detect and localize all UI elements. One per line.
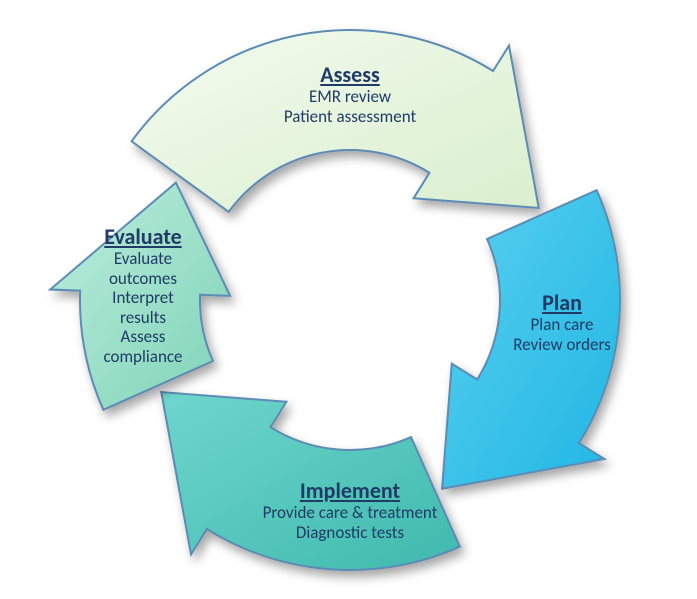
label-evaluate-line: compliance <box>23 347 263 367</box>
label-evaluate-line: results <box>23 308 263 328</box>
label-evaluate: EvaluateEvaluateoutcomesInterpretresults… <box>23 224 263 367</box>
label-plan-line: Plan care <box>442 315 682 335</box>
cycle-diagram: AssessEMR reviewPatient assessmentPlanPl… <box>0 0 697 599</box>
label-plan-line: Review orders <box>442 335 682 355</box>
label-implement-title: Implement <box>230 478 470 503</box>
label-plan-title: Plan <box>442 290 682 315</box>
label-evaluate-line: Interpret <box>23 288 263 308</box>
label-implement-line: Provide care & treatment <box>230 503 470 523</box>
label-evaluate-line: Assess <box>23 327 263 347</box>
label-evaluate-title: Evaluate <box>23 224 263 249</box>
label-assess-line: Patient assessment <box>230 107 470 127</box>
label-implement-line: Diagnostic tests <box>230 523 470 543</box>
label-implement: ImplementProvide care & treatmentDiagnos… <box>230 478 470 542</box>
label-evaluate-line: outcomes <box>23 269 263 289</box>
label-assess: AssessEMR reviewPatient assessment <box>230 62 470 126</box>
label-assess-title: Assess <box>230 62 470 87</box>
label-evaluate-line: Evaluate <box>23 249 263 269</box>
label-plan: PlanPlan careReview orders <box>442 290 682 354</box>
label-assess-line: EMR review <box>230 87 470 107</box>
